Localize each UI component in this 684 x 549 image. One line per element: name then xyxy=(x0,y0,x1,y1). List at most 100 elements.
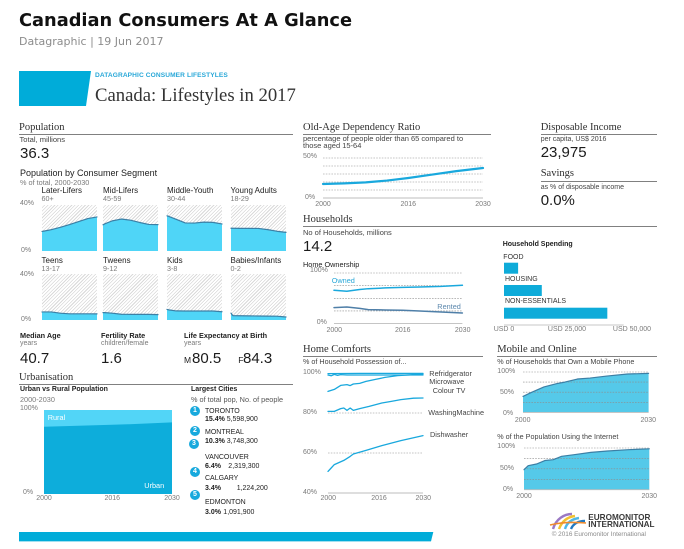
segment-ages: 3-8 xyxy=(167,263,178,273)
life-expectancy-label: Life Expectancy at Birth xyxy=(184,331,268,341)
city-share: 15.4% xyxy=(205,416,225,424)
internet-xtick: 2000 xyxy=(516,493,532,501)
home-comforts-heading: Home Comforts xyxy=(303,343,371,355)
segment-ytick-bottom: 0% xyxy=(21,315,32,323)
mobile-ytick: 100% xyxy=(497,368,516,376)
city-rank-badge: 3 xyxy=(189,439,199,449)
segment-panel-mid-lifers xyxy=(102,205,159,251)
city-rank-badge: 4 xyxy=(190,467,200,477)
city-name: TORONTO xyxy=(205,407,240,415)
population-heading: Population xyxy=(19,121,65,133)
line-colour-tv xyxy=(327,374,424,377)
internet-users-chart xyxy=(523,447,650,491)
rented-series-label: Rented xyxy=(437,302,461,312)
segment-name: Babies/Infants xyxy=(230,255,282,265)
old-age-xtick: 2016 xyxy=(400,201,417,209)
segment-ytick-top: 40% xyxy=(20,270,35,278)
spending-category-label: HOUSING xyxy=(505,275,538,283)
home-ownership-ytick-top: 100% xyxy=(310,267,328,275)
line-tweens xyxy=(102,312,159,316)
spending-category-label: FOOD xyxy=(503,254,524,262)
line-later-lifers xyxy=(40,216,98,233)
city-share: 6.4% xyxy=(205,462,221,470)
segment-ages: 45-59 xyxy=(103,193,122,203)
city-name: VANCOUVER xyxy=(205,454,249,462)
area-internet-users xyxy=(524,449,650,490)
city-people: 5,598,900 xyxy=(226,416,258,424)
city-name: MONTREAL xyxy=(205,428,244,436)
line-internet-users xyxy=(523,448,650,471)
logo-arc-purple xyxy=(551,512,573,529)
segment-name: Tweens xyxy=(103,255,131,265)
largest-cities-subtitle: % of total pop, No. of people xyxy=(191,395,284,405)
city-rank-badge: 2 xyxy=(190,425,200,436)
home-comforts-series-label: Colour TV xyxy=(432,386,466,396)
bar-food xyxy=(504,262,519,274)
home-comforts-ytick: 40% xyxy=(303,489,318,497)
area-tweens xyxy=(103,312,158,320)
urban-rural-title: Urban vs Rural Population xyxy=(20,386,108,394)
city-people: 1,091,900 xyxy=(223,508,255,516)
internet-users-title: % of the Population Using the Internet xyxy=(497,431,619,441)
mobile-ytick: 50% xyxy=(500,389,515,397)
households-divider xyxy=(303,225,657,227)
footer-accent-polygon xyxy=(19,532,434,542)
euromonitor-logo-icon xyxy=(549,512,587,530)
home-comforts-ytick: 60% xyxy=(303,449,318,457)
segment-panel-babies-infants xyxy=(229,274,287,320)
old-age-dependency-divider xyxy=(303,134,491,135)
home-comforts-series-label: Microwave xyxy=(429,377,465,387)
page-title: Canadian Consumers At A Glance xyxy=(19,10,353,32)
home-ownership-title: Home Ownership xyxy=(303,260,360,270)
banner-kicker: DATAGRAPHIC CONSUMER LIFESTYLES xyxy=(95,71,228,79)
segment-ages: 13-17 xyxy=(41,263,60,273)
savings-value: 0.0% xyxy=(540,192,575,209)
home-ownership-ytick-bottom: 0% xyxy=(316,319,327,327)
area-kids xyxy=(167,309,222,320)
urban-rural-subtitle: 2000-2030 xyxy=(20,395,55,405)
owned-series-label: Owned xyxy=(331,275,355,285)
segment-ages: 30-44 xyxy=(167,193,186,203)
segment-ages: 9-12 xyxy=(103,263,118,273)
home-ownership-xtick: 2016 xyxy=(395,326,411,334)
internet-xtick: 2030 xyxy=(641,493,658,501)
mobile-xtick: 2000 xyxy=(514,416,531,424)
old-age-dependency-heading: Old-Age Dependency Ratio xyxy=(303,121,421,133)
spending-xtick: USD 0 xyxy=(493,325,515,333)
population-divider xyxy=(19,134,293,135)
mobile-online-divider xyxy=(497,356,657,357)
home-comforts-ytick: 100% xyxy=(303,369,321,377)
urban-rural-xtick: 2030 xyxy=(164,495,180,503)
home-comforts-subtitle: % of Household Possession of... xyxy=(303,356,407,366)
population-total-label: Total, millions xyxy=(19,134,66,144)
households-heading: Households xyxy=(303,213,353,225)
population-total-value: 36.3 xyxy=(20,145,50,162)
urban-rural-ytick-bottom: 0% xyxy=(23,488,34,496)
old-age-dependency-chart xyxy=(321,157,485,199)
households-count-label: No of Households, millions xyxy=(303,227,392,237)
segment-ages: 18-29 xyxy=(230,193,249,203)
footer-accent-bar xyxy=(19,532,434,542)
mobile-phone-title: % of Households that Own a Mobile Phone xyxy=(497,356,635,366)
fertility-rate-label: Fertility Rate xyxy=(101,331,146,341)
mobile-ytick: 0% xyxy=(503,410,514,418)
mobile-xtick: 2030 xyxy=(640,416,657,424)
brand-name-line2: INTERNATIONAL xyxy=(588,520,655,530)
area-middle-youth xyxy=(167,215,222,251)
line-kids xyxy=(166,308,223,313)
home-comforts-series-label: WashingMachine xyxy=(428,407,484,417)
line-mobile-phone-ownership xyxy=(522,373,649,398)
life-expectancy-male-marker: M xyxy=(184,355,192,366)
segment-name: Teens xyxy=(41,255,63,265)
life-expectancy-unit: years xyxy=(184,339,202,347)
copyright-notice: © 2016 Euromonitor International xyxy=(551,530,646,538)
segment-ytick-top: 40% xyxy=(20,200,35,208)
segment-chart-subtitle: % of total, 2000-2030 xyxy=(20,177,90,187)
median-age-unit: years xyxy=(20,339,38,347)
segment-chart-title: Population by Consumer Segment xyxy=(20,167,158,178)
old-age-ytick-bottom: 0% xyxy=(305,193,316,201)
households-count-value: 14.2 xyxy=(303,238,333,255)
home-comforts-xtick: 2000 xyxy=(320,494,337,502)
median-age-label: Median Age xyxy=(20,331,61,341)
home-ownership-xtick: 2000 xyxy=(326,326,343,334)
